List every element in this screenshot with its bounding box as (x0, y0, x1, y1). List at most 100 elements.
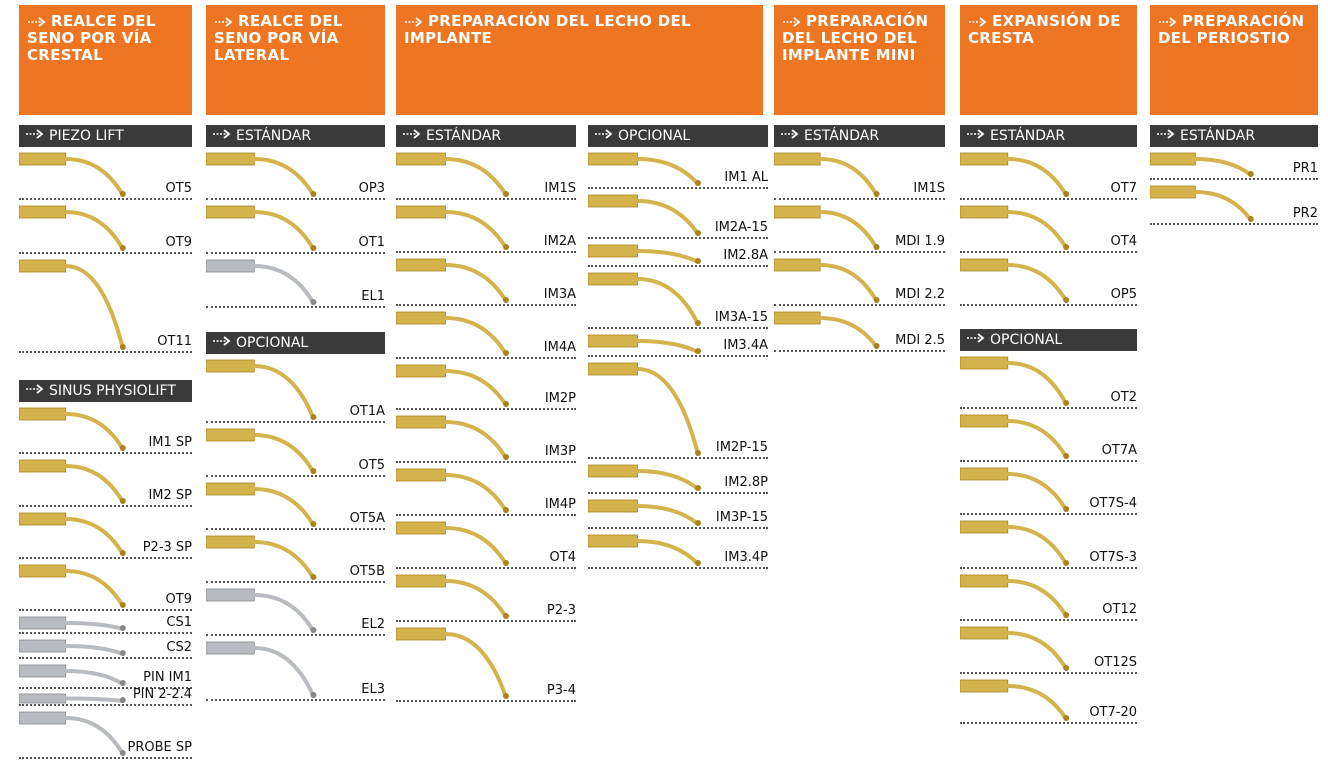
product-label: IM2 SP (148, 488, 192, 503)
tip-image (19, 511, 143, 557)
product-label: OT1A (350, 404, 385, 419)
product-item: IM3.4A (588, 329, 768, 357)
arrow-icon (966, 128, 986, 140)
tip-image (588, 361, 718, 457)
product-label: OP5 (1111, 287, 1137, 302)
column-body: ESTÁNDAR IM1S MDI 1.9 MDI 2.2 MDI 2.5 (774, 125, 945, 352)
product-label: EL3 (361, 682, 385, 697)
product-item: OT12 (960, 569, 1137, 621)
section-label: ESTÁNDAR (804, 128, 879, 144)
column: REALCE DEL SENO POR VÍA LATERALESTÁNDARO… (206, 5, 385, 701)
tip-image (19, 710, 143, 757)
product-label: OT5 (359, 458, 385, 473)
product-item: OT7A (960, 409, 1137, 462)
section-header: ESTÁNDAR (206, 125, 385, 147)
section-label: OPCIONAL (990, 332, 1062, 348)
tip-image (774, 151, 897, 198)
product-label: OT5B (350, 564, 385, 579)
tip-image (396, 573, 526, 620)
tip-image (396, 310, 526, 357)
product-item: IM2.8A (588, 239, 768, 267)
product-item: OT5B (206, 530, 385, 583)
product-label: PIN 2-2.4 (133, 687, 192, 702)
tip-image (206, 427, 333, 475)
section-header: OPCIONAL (588, 125, 768, 147)
product-label: IM4P (545, 497, 576, 512)
product-item: OT12S (960, 621, 1137, 674)
tip-image (396, 257, 526, 304)
arrow-icon (1158, 16, 1178, 28)
section-header: ESTÁNDAR (1150, 125, 1318, 147)
tip-image (19, 663, 143, 687)
product-item: IM4A (396, 306, 576, 359)
tip-image (19, 638, 143, 657)
product-item: IM3P (396, 410, 576, 463)
product-label: OT5 (166, 181, 192, 196)
tip-image (960, 625, 1086, 672)
tip-image (588, 498, 718, 527)
product-item: OP5 (960, 253, 1137, 306)
tip-image (960, 678, 1086, 722)
product-label: IM3P (545, 444, 576, 459)
section: OPCIONALOT1AOT5OT5AOT5BEL2EL3 (206, 332, 385, 701)
tip-image (396, 626, 526, 700)
tip-image (206, 258, 333, 306)
section-label: ESTÁNDAR (426, 128, 501, 144)
product-label: IM2.8P (724, 475, 768, 490)
tip-image (396, 520, 526, 567)
tip-image (206, 358, 333, 421)
tip-image (396, 467, 526, 514)
section-header: OPCIONAL (960, 329, 1137, 351)
section: PIEZO LIFTOT5OT9OT11 (19, 125, 192, 353)
section-header: ESTÁNDAR (960, 125, 1137, 147)
product-label: IM1S (913, 181, 945, 196)
product-item: P2-3 SP (19, 507, 192, 559)
product-item: IM2A-15 (588, 189, 768, 239)
product-item: IM3A (396, 253, 576, 306)
tip-image (19, 204, 143, 252)
product-label: PIN IM1 (143, 670, 192, 685)
product-item: PROBE SP (19, 706, 192, 759)
product-label: IM3A-15 (715, 310, 768, 325)
product-item: OT5A (206, 477, 385, 530)
product-label: OP3 (359, 181, 385, 196)
product-item: IM4P (396, 463, 576, 516)
section: OPCIONALIM1 ALIM2A-15 IM2.8A IM3A-15 IM3.4A… (588, 125, 768, 702)
section-header: OPCIONAL (206, 332, 385, 354)
tip-image (19, 406, 143, 452)
section-header: ESTÁNDAR (396, 125, 576, 147)
column-header: PREPARACIÓN DEL PERIOSTIO (1150, 5, 1318, 115)
product-label: IM2.8A (723, 248, 768, 263)
tip-image (396, 151, 526, 198)
product-item: IM1S (774, 147, 945, 200)
product-item: PR1 (1150, 147, 1318, 180)
product-item: IM2A (396, 200, 576, 253)
tip-image (1150, 151, 1271, 178)
product-label: IM3.4P (724, 550, 768, 565)
product-label: MDI 1.9 (895, 234, 945, 249)
product-item: OT7S-3 (960, 515, 1137, 569)
product-item: OT5 (206, 423, 385, 477)
product-item: PR2 (1150, 180, 1318, 225)
arrow-icon (780, 128, 800, 140)
product-label: MDI 2.2 (895, 287, 945, 302)
arrow-icon (402, 128, 422, 140)
product-label: MDI 2.5 (895, 333, 945, 348)
product-label: OT7-20 (1089, 705, 1137, 720)
arrow-icon (212, 128, 232, 140)
product-item: IM2.8P (588, 459, 768, 494)
product-item: IM1 AL (588, 147, 768, 189)
tip-image (588, 151, 718, 187)
product-item: OT7 (960, 147, 1137, 200)
arrow-icon (966, 332, 986, 344)
arrow-icon (27, 16, 47, 28)
product-label: OT4 (550, 550, 576, 565)
product-label: OT7 (1111, 181, 1137, 196)
tip-image (588, 463, 718, 492)
